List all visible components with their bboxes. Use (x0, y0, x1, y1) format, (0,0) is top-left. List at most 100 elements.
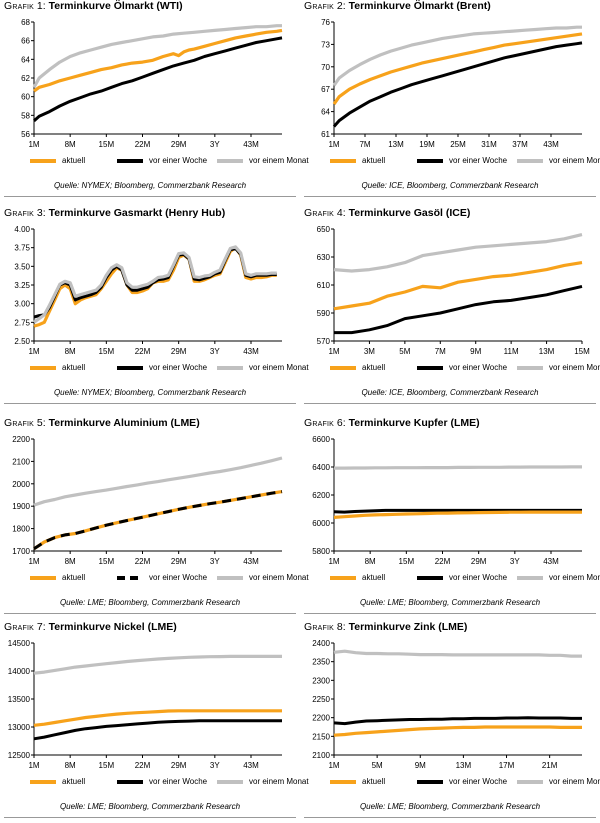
legend-label: vor einem Monat (549, 573, 600, 582)
x-tick-label: 15M (399, 557, 415, 566)
y-tick-label: 14000 (8, 667, 31, 676)
y-tick-label: 61 (321, 130, 330, 139)
legend-swatch (30, 780, 56, 784)
chart-source: Quelle: ICE, Bloomberg, Commerzbank Rese… (361, 181, 539, 190)
x-tick-label: 1M (328, 347, 339, 356)
y-tick-label: 2300 (312, 676, 330, 685)
legend-swatch (30, 366, 56, 370)
chart-prefix: Grafik (4, 207, 34, 219)
series-line-vor-einer-woche (332, 41, 583, 128)
y-tick-label: 67 (321, 85, 330, 94)
legend-swatch (417, 576, 443, 580)
x-tick-label: 29M (171, 347, 187, 356)
y-tick-label: 5800 (312, 547, 330, 556)
chart-number: 3: (33, 207, 46, 219)
chart-svg: 61 64 67 70 73 76 1M 7M 13M 19M 25M 31M 37M 43M (321, 18, 583, 149)
series-line-aktuell (333, 725, 582, 737)
x-tick-label: 25M (450, 140, 466, 149)
chart-legend: aktuell vor einer Woche vor einem Monat (300, 362, 600, 376)
y-tick-label: 12500 (8, 751, 31, 760)
y-tick-label: 2100 (312, 751, 330, 760)
legend-label: vor einem Monat (249, 363, 309, 372)
y-tick-label: 64 (21, 55, 30, 64)
chart-source: Quelle: LME; Bloomberg, Commerzbank Rese… (359, 802, 541, 811)
y-tick-label: 3.50 (14, 262, 30, 271)
chart-prefix: Grafik (4, 0, 34, 12)
x-tick-label: 5M (372, 761, 383, 770)
y-tick-label: 76 (321, 18, 330, 27)
series-line-vor-einem-monat (333, 649, 582, 658)
series-line-vor-einer-woche (33, 490, 283, 551)
chart-number: 5: (33, 417, 46, 429)
y-tick-label: 2.75 (14, 318, 30, 327)
chart-title: Grafik 3: Terminkurve Gasmarkt (Henry Hu… (4, 207, 225, 219)
panel-divider (304, 196, 596, 197)
legend-label: vor einem Monat (549, 156, 600, 165)
legend-label: vor einer Woche (149, 156, 208, 165)
chart-panel-4: Grafik 4: Terminkurve Gasöl (ICE) 570 590 6… (300, 207, 600, 409)
series-line-aktuell (33, 28, 283, 93)
chart-title-text: Terminkurve Kupfer (LME) (345, 417, 480, 429)
chart-prefix: Grafik (304, 0, 334, 12)
y-tick-label: 14500 (8, 639, 31, 648)
series-line-aktuell (33, 490, 283, 551)
legend-label: aktuell (62, 363, 86, 372)
legend-swatch (517, 159, 543, 163)
x-tick-label: 3Y (210, 140, 220, 149)
x-tick-label: 29M (171, 761, 187, 770)
y-tick-label: 610 (317, 281, 331, 290)
legend-swatch (30, 159, 56, 163)
legend-label: aktuell (62, 573, 86, 582)
series-line-vor-einem-monat (32, 24, 282, 89)
chart-number: 7: (33, 621, 46, 633)
chart-prefix: Grafik (4, 417, 34, 429)
legend-swatch (417, 159, 443, 163)
chart-source: Quelle: LME; Bloomberg, Commerzbank Rese… (59, 802, 241, 811)
series-line-vor-einem-monat (33, 456, 283, 507)
y-tick-label: 4.00 (14, 225, 30, 234)
y-tick-label: 58 (21, 111, 30, 120)
chart-legend: aktuell vor einer Woche vor einem Monat (0, 776, 309, 790)
y-tick-label: 13500 (8, 695, 31, 704)
x-tick-label: 17M (499, 761, 515, 770)
legend-label: vor einem Monat (249, 777, 309, 786)
x-tick-label: 1M (28, 347, 39, 356)
series-line-aktuell (33, 709, 282, 727)
y-tick-label: 56 (21, 130, 30, 139)
legend-swatch (330, 366, 356, 370)
legend-label: vor einer Woche (449, 573, 508, 582)
chart-title: Grafik 5: Terminkurve Aluminium (LME) (4, 417, 200, 429)
chart-source: Quelle: ICE, Bloomberg, Commerzbank Rese… (361, 388, 539, 397)
panel-divider (4, 613, 296, 614)
chart-legend: aktuell vor einer Woche vor einem Monat (300, 776, 600, 790)
y-tick-label: 650 (317, 225, 331, 234)
x-tick-label: 9M (470, 347, 481, 356)
y-tick-label: 2350 (312, 658, 330, 667)
legend-swatch (330, 576, 356, 580)
chart-title-text: Terminkurve Gasmarkt (Henry Hub) (45, 207, 226, 219)
x-tick-label: 1M (328, 140, 339, 149)
y-tick-label: 2400 (312, 639, 330, 648)
x-tick-label: 22M (135, 140, 151, 149)
legend-swatch (217, 780, 243, 784)
chart-title: Grafik 8: Terminkurve Zink (LME) (304, 621, 467, 633)
series-line-vor-einer-woche (333, 508, 582, 514)
x-tick-label: 15M (99, 761, 115, 770)
series-line-aktuell (333, 510, 582, 519)
chart-title-text: Terminkurve Ölmarkt (WTI) (45, 0, 183, 12)
x-tick-label: 15M (99, 140, 115, 149)
x-tick-label: 3M (364, 347, 375, 356)
x-tick-label: 1M (328, 557, 339, 566)
chart-svg: 5800 6000 6200 6400 6600 1M 8M 15M 22M 29M 3Y 43M (312, 435, 582, 566)
panel-divider (4, 403, 296, 404)
y-tick-label: 3.00 (14, 300, 30, 309)
chart-prefix: Grafik (304, 621, 334, 633)
chart-title: Grafik 6: Terminkurve Kupfer (LME) (304, 417, 480, 429)
x-tick-label: 29M (471, 557, 487, 566)
x-tick-label: 43M (243, 557, 259, 566)
chart-number: 1: (33, 0, 46, 12)
legend-label: aktuell (362, 363, 386, 372)
legend-swatch (517, 780, 543, 784)
chart-title-text: Terminkurve Zink (LME) (345, 621, 468, 633)
chart-svg: 12500 13000 13500 14000 14500 1M 8M 15M 22M 29M 3Y… (8, 639, 282, 770)
